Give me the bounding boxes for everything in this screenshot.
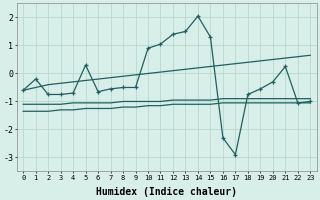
X-axis label: Humidex (Indice chaleur): Humidex (Indice chaleur) <box>96 186 237 197</box>
